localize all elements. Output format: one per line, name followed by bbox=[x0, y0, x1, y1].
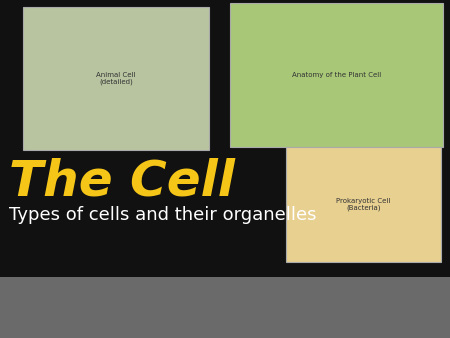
Text: Animal Cell
(detailed): Animal Cell (detailed) bbox=[96, 72, 135, 85]
Bar bbox=[22, 7, 209, 150]
Text: Types of cells and their organelles: Types of cells and their organelles bbox=[9, 206, 316, 224]
Text: The Cell: The Cell bbox=[9, 157, 235, 205]
Bar bbox=[0, 277, 450, 338]
Bar bbox=[286, 147, 441, 262]
Bar bbox=[230, 3, 443, 147]
Text: Prokaryotic Cell
(Bacteria): Prokaryotic Cell (Bacteria) bbox=[336, 198, 391, 211]
Text: Anatomy of the Plant Cell: Anatomy of the Plant Cell bbox=[292, 72, 381, 78]
